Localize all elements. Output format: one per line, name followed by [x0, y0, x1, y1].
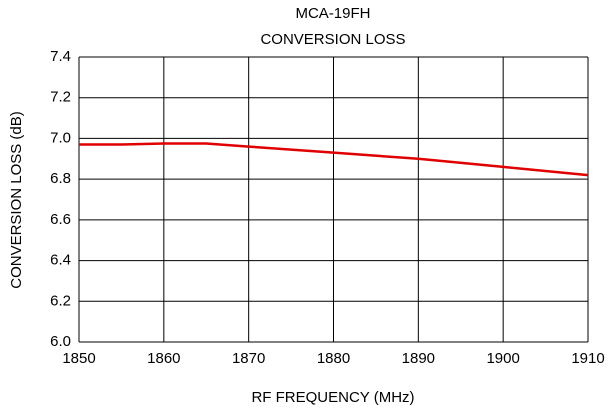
y-axis-title: CONVERSION LOSS (dB) [8, 111, 25, 289]
chart-subtitle: CONVERSION LOSS [260, 31, 405, 48]
y-tick-label: 6.6 [50, 211, 71, 228]
x-tick-label: 1860 [147, 350, 180, 367]
y-tick-label: 6.2 [50, 292, 71, 309]
x-tick-label: 1880 [317, 350, 350, 367]
y-tick-label: 6.0 [50, 333, 71, 350]
y-tick-label: 6.8 [50, 170, 71, 187]
x-tick-label: 1850 [62, 350, 95, 367]
x-tick-label: 1870 [232, 350, 265, 367]
chart-title: MCA-19FH [295, 5, 370, 22]
x-axis-title: RF FREQUENCY (MHz) [251, 389, 414, 406]
y-tick-label: 7.4 [50, 48, 71, 65]
x-tick-label: 1910 [571, 350, 604, 367]
y-tick-label: 7.2 [50, 89, 71, 106]
y-tick-label: 7.0 [50, 129, 71, 146]
x-tick-label: 1890 [402, 350, 435, 367]
y-tick-label: 6.4 [50, 252, 71, 269]
data-line [79, 142, 589, 177]
x-tick-label: 1900 [486, 350, 519, 367]
